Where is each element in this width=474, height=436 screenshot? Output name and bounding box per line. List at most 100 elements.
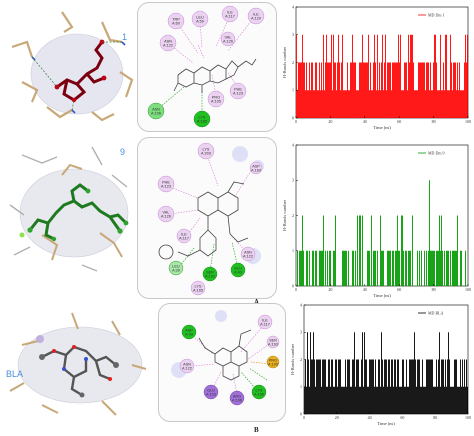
hbond-bar xyxy=(376,386,377,414)
x-tick-label: 80 xyxy=(432,119,436,124)
residue-label: A:117 xyxy=(179,237,189,241)
hbond-bar xyxy=(319,359,320,414)
hbond-bar xyxy=(359,386,360,414)
hbond-bar xyxy=(439,90,440,118)
hbond-bar xyxy=(311,359,312,414)
hbond-bar xyxy=(323,359,324,414)
hbond-bar xyxy=(410,359,411,414)
hbond-bar xyxy=(370,62,371,118)
hbond-bar xyxy=(379,359,380,414)
hbond-bar xyxy=(437,386,438,414)
hbond-bar xyxy=(352,250,353,286)
hbond-bar xyxy=(339,359,340,414)
hbond-plot-compound-1: 0 20 40 60 80 100 0 1 2 3 4 Time (ns) H-Bonds number… xyxy=(282,2,472,132)
hbond-bar xyxy=(435,386,436,414)
hbond-bar xyxy=(317,90,318,118)
hbond-bar xyxy=(421,250,422,286)
hbond-bar xyxy=(315,386,316,414)
hbond-bar xyxy=(312,62,313,118)
hbond-bar xyxy=(449,90,450,118)
hbond-bar xyxy=(308,359,309,414)
hbond-bar xyxy=(448,90,449,118)
residue-label: A:105 xyxy=(211,100,221,104)
hbond-bar xyxy=(366,359,367,414)
hbond-bar xyxy=(332,359,333,414)
hbond-bar xyxy=(419,359,420,414)
hbond-bar xyxy=(395,359,396,414)
residue-label: A:60 xyxy=(172,22,180,26)
hbond-bar xyxy=(432,90,433,118)
hbond-bar xyxy=(383,90,384,118)
residue-label: ILE xyxy=(227,11,233,15)
hbond-bar xyxy=(307,332,308,414)
residue-label: A:126 xyxy=(161,215,171,219)
legend-label: MD Dm 1 xyxy=(428,13,444,18)
hbond-bar xyxy=(354,332,355,414)
residue-label: A:123 xyxy=(233,92,243,96)
residue-label: A:165 xyxy=(193,289,203,293)
hbond-plot-bla: 0 20 40 60 80 100 0 1 2 3 4 Time (ns) H-Bonds number… xyxy=(290,300,472,428)
hbond-bar xyxy=(439,332,440,414)
hbond-bar xyxy=(369,90,370,118)
hbond-bar xyxy=(330,386,331,414)
hbond-bar xyxy=(453,386,454,414)
hbond-bar xyxy=(457,215,458,286)
residue-label: A:122 xyxy=(163,44,173,48)
hbond-bar xyxy=(301,62,302,118)
hbond-bar xyxy=(378,90,379,118)
hbond-bar xyxy=(431,250,432,286)
hbond-bar xyxy=(386,359,387,414)
hbond-bar xyxy=(355,62,356,118)
hbond-bar xyxy=(352,34,353,118)
hbond-bar xyxy=(332,90,333,118)
hbond-bar xyxy=(427,359,428,414)
hbond-bar xyxy=(309,62,310,118)
hbond-bar xyxy=(438,250,439,286)
hbond-bar xyxy=(420,386,421,414)
hbond-bar xyxy=(330,250,331,286)
hbond-bar xyxy=(353,359,354,414)
hbond-bar xyxy=(325,359,326,414)
hbond-bar xyxy=(426,250,427,286)
hbond-bar xyxy=(362,215,363,286)
hbond-bar xyxy=(326,34,327,118)
hbond-bar xyxy=(402,215,403,286)
hbond-bars xyxy=(304,332,468,414)
residue-label: LEU xyxy=(172,265,180,269)
hbond-bar xyxy=(372,359,373,414)
hbond-bar xyxy=(320,359,321,414)
hbond-bar xyxy=(397,359,398,414)
hbond-bar xyxy=(456,250,457,286)
hbond-bar xyxy=(405,250,406,286)
hbond-bar xyxy=(429,359,430,414)
hbond-bar xyxy=(376,90,377,118)
hbond-bar xyxy=(454,250,455,286)
hbond-bar xyxy=(337,62,338,118)
residue-label: GLU xyxy=(234,267,242,271)
hbond-bar xyxy=(351,62,352,118)
hbond-bar xyxy=(375,62,376,118)
hbond-bar xyxy=(345,359,346,414)
hbond-bar xyxy=(356,359,357,414)
hbond-bar xyxy=(343,386,344,414)
hbond-chart-svg-bla: 0 20 40 60 80 100 0 1 2 3 4 Time (ns) H-Bonds number… xyxy=(290,302,471,426)
hbond-bar xyxy=(351,386,352,414)
interaction-diagram-compound-1: TRP A:60 LEU A:59 ILE A:117 ILE A:120 ASN A:122 VA… xyxy=(137,2,277,132)
hbond-bar xyxy=(406,359,407,414)
hbond-bar xyxy=(398,250,399,286)
residue-label: LYS xyxy=(195,285,202,289)
hbond-bar xyxy=(316,250,317,286)
hbond-bar xyxy=(343,250,344,286)
hbond-bar xyxy=(339,62,340,118)
hbond-bar xyxy=(345,250,346,286)
hbond-bar xyxy=(425,386,426,414)
hbond-bar xyxy=(418,62,419,118)
residue-label: A:163 xyxy=(205,275,215,279)
hbond-bar xyxy=(313,332,314,414)
hbond-bar xyxy=(316,359,317,414)
compound-label-bla: BLA xyxy=(6,369,24,379)
hbond-bar xyxy=(401,90,402,118)
x-tick-label: 100 xyxy=(465,287,471,292)
hbond-bar xyxy=(416,90,417,118)
hbond-bar xyxy=(438,90,439,118)
